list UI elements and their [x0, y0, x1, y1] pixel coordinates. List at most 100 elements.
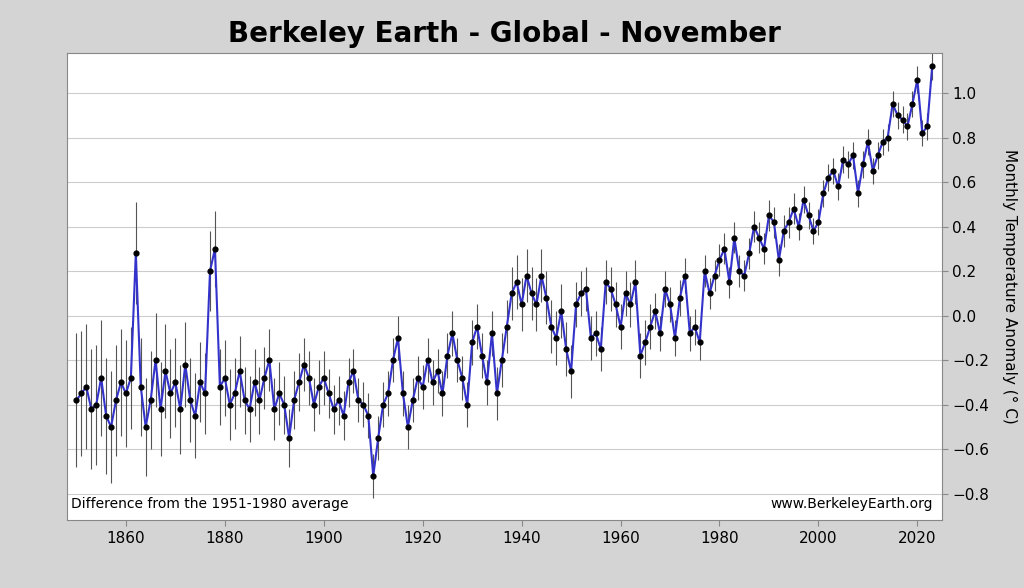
Point [914, 128, 931, 138]
Point [534, 271, 550, 280]
Point [731, 266, 748, 276]
Point [212, 382, 228, 392]
Point [588, 329, 604, 338]
Point [454, 373, 470, 383]
Point [766, 218, 782, 227]
Point [513, 300, 529, 309]
Text: Difference from the 1951-1980 average: Difference from the 1951-1980 average [71, 497, 348, 511]
Point [607, 300, 624, 309]
Point [850, 188, 866, 198]
Point [855, 159, 871, 169]
Point [880, 133, 896, 142]
Point [598, 278, 614, 287]
Point [637, 338, 653, 347]
Point [785, 204, 802, 213]
Point [583, 333, 599, 343]
Point [315, 373, 332, 383]
Point [771, 255, 787, 265]
Point [69, 396, 85, 405]
Point [612, 322, 629, 332]
Point [602, 284, 618, 293]
Point [791, 222, 807, 231]
Point [336, 411, 352, 420]
Point [375, 400, 391, 409]
Point [712, 255, 728, 265]
Point [370, 433, 386, 443]
Point [553, 306, 569, 316]
Point [864, 166, 881, 176]
Point [331, 396, 347, 405]
Point [885, 99, 901, 109]
Point [147, 355, 164, 365]
Point [741, 249, 758, 258]
Point [444, 329, 461, 338]
Point [672, 293, 688, 302]
Point [682, 329, 698, 338]
Point [543, 322, 559, 332]
Point [518, 271, 535, 280]
Point [909, 75, 926, 84]
Point [118, 389, 134, 398]
Point [494, 355, 510, 365]
Point [360, 411, 377, 420]
Point [835, 155, 851, 165]
Point [182, 396, 199, 405]
Point [207, 244, 223, 253]
Point [805, 226, 821, 236]
Point [434, 389, 451, 398]
Point [197, 389, 213, 398]
Point [801, 211, 817, 220]
Point [153, 405, 169, 414]
Point [256, 373, 272, 383]
Point [761, 211, 777, 220]
Point [810, 218, 826, 227]
Point [796, 195, 812, 205]
Point [93, 373, 110, 383]
Y-axis label: Monthly Temperature Anomaly (° C): Monthly Temperature Anomaly (° C) [1002, 149, 1017, 424]
Point [326, 405, 342, 414]
Point [380, 389, 396, 398]
Point [177, 360, 194, 369]
Point [98, 411, 115, 420]
Point [390, 333, 407, 343]
Point [424, 377, 440, 387]
Point [632, 351, 648, 360]
Point [904, 99, 921, 109]
Point [123, 373, 139, 383]
Point [563, 366, 580, 376]
Point [667, 333, 683, 343]
Point [365, 471, 381, 480]
Point [172, 405, 188, 414]
Point [691, 338, 708, 347]
Point [251, 396, 267, 405]
Point [108, 396, 124, 405]
Point [652, 329, 669, 338]
Point [261, 355, 278, 365]
Point [439, 351, 456, 360]
Point [73, 389, 89, 398]
Point [845, 151, 861, 160]
Point [528, 300, 545, 309]
Title: Berkeley Earth - Global - November: Berkeley Earth - Global - November [228, 20, 780, 48]
Point [301, 373, 317, 383]
Point [167, 377, 183, 387]
Point [276, 400, 293, 409]
Point [696, 266, 713, 276]
Point [415, 382, 431, 392]
Point [920, 122, 936, 131]
Point [221, 400, 238, 409]
Point [410, 373, 426, 383]
Point [450, 355, 466, 365]
Point [874, 137, 891, 146]
Point [751, 233, 767, 242]
Point [226, 389, 243, 398]
Point [291, 377, 307, 387]
Point [394, 389, 411, 398]
Point [296, 360, 312, 369]
Point [523, 289, 540, 298]
Point [745, 222, 762, 231]
Point [721, 278, 737, 287]
Point [306, 400, 323, 409]
Point [578, 284, 594, 293]
Point [840, 159, 856, 169]
